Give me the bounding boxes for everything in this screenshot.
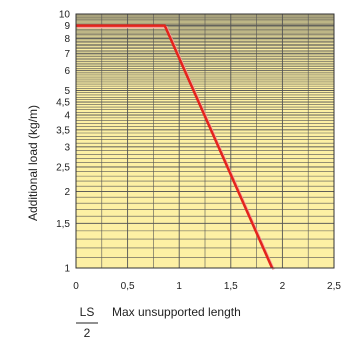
y-tick-label: 3,5 [56,125,70,136]
y-tick-label: 9 [64,21,70,32]
x-tick-label: 1 [176,281,182,292]
x-tick-label: 1,5 [224,281,238,292]
x-tick-label: 2,5 [327,281,341,292]
y-tick-label: 7 [64,49,70,60]
y-tick-label: 8 [64,34,70,45]
y-tick-label: 3 [64,142,70,153]
y-tick-label: 2 [64,187,70,198]
y-axis-title: Additional load (kg/m) [26,105,40,221]
y-tick-label: 5 [64,86,70,97]
y-tick-label: 4,5 [56,98,70,109]
y-tick-label: 1,5 [56,219,70,230]
x-tick-labels: 0 0,5 1 1,5 2 2,5 [73,281,341,292]
y-tick-label: 2,5 [56,162,70,173]
x-tick-label: 0 [73,281,79,292]
y-tick-label: 10 [59,10,71,21]
x-axis-fraction-denominator: 2 [84,326,91,340]
x-tick-label: 0,5 [121,281,135,292]
y-tick-labels: 1 1,5 2 2,5 3 3,5 4 4,55 6 7 8 910 [56,10,70,275]
x-axis-fraction-numerator: LS [80,305,95,319]
x-tick-label: 2 [280,281,286,292]
x-axis-title: Max unsupported length [112,305,241,319]
y-tick-label: 6 [64,66,70,77]
y-tick-label: 4 [64,111,70,122]
y-tick-label: 1 [64,264,70,275]
